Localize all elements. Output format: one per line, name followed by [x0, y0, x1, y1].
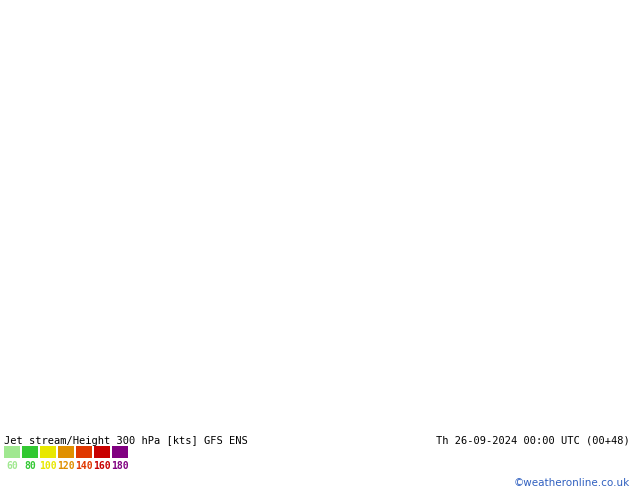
Bar: [94, 446, 110, 458]
Bar: [112, 446, 128, 458]
Text: 180: 180: [111, 461, 129, 471]
Text: Th 26-09-2024 00:00 UTC (00+48): Th 26-09-2024 00:00 UTC (00+48): [436, 436, 630, 446]
Text: 140: 140: [75, 461, 93, 471]
Text: 120: 120: [57, 461, 75, 471]
Text: 160: 160: [93, 461, 111, 471]
Text: ©weatheronline.co.uk: ©weatheronline.co.uk: [514, 478, 630, 488]
Text: 80: 80: [24, 461, 36, 471]
Bar: [40, 446, 56, 458]
Bar: [58, 446, 74, 458]
Text: 60: 60: [6, 461, 18, 471]
Text: 100: 100: [39, 461, 57, 471]
Text: Jet stream/Height 300 hPa [kts] GFS ENS: Jet stream/Height 300 hPa [kts] GFS ENS: [4, 436, 248, 446]
Bar: [4, 446, 20, 458]
Bar: [22, 446, 38, 458]
Bar: [76, 446, 92, 458]
